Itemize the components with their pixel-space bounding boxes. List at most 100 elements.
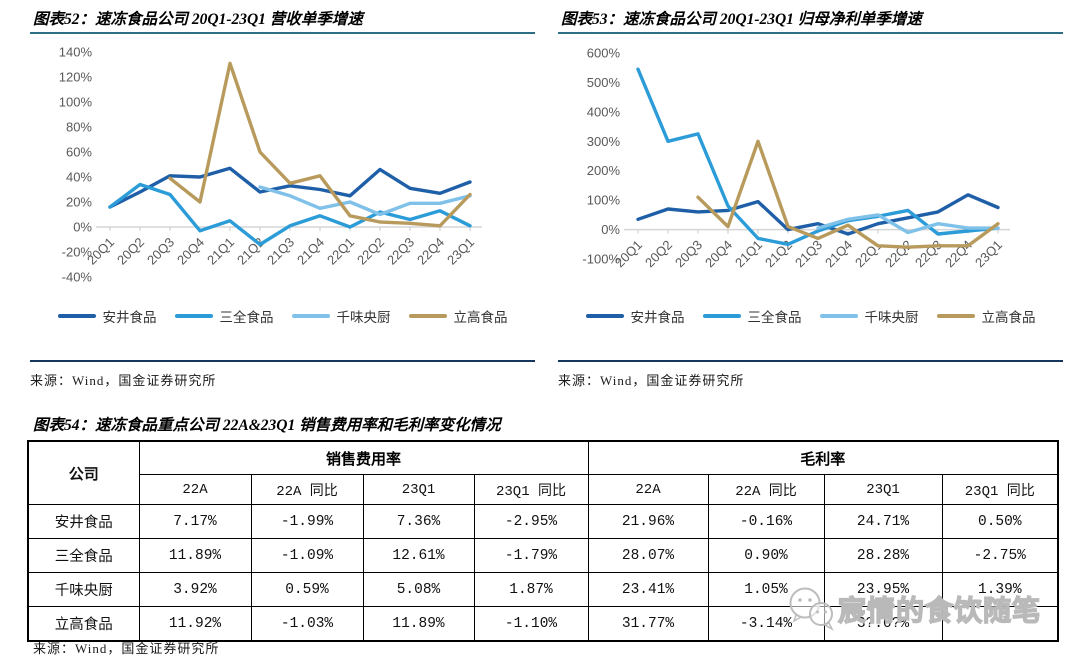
x-axis-tick-label: 21Q4 (294, 235, 327, 268)
sub-header: 23Q1 (823, 474, 943, 505)
y-axis-tick-label: 100% (587, 193, 621, 208)
x-axis-tick-label: 22Q4 (942, 237, 975, 270)
value-cell: 11.92% (138, 606, 252, 642)
sub-header: 22A (587, 474, 709, 505)
value-cell: 0.90% (707, 538, 825, 573)
y-axis-tick-label: 140% (59, 45, 93, 60)
table-row: 安井食品 7.17% -1.99% 7.36% -2.95% 21.96% -0.16% 24… (27, 504, 1059, 539)
x-axis-tick-label: 22Q1 (852, 237, 885, 270)
revenue-growth-line-chart: 140%120%100%80%60%40%20%0%-20%-40%20Q120… (59, 45, 482, 285)
legend-line-swatch (936, 314, 975, 318)
col-header-company: 公司 (27, 440, 140, 505)
chart53-legend: 安井食品 三全食品 千味央厨 立高食品 (558, 306, 1063, 326)
company-cell: 安井食品 (27, 504, 140, 539)
legend-line-swatch (174, 314, 213, 318)
x-axis-tick-label: 22Q4 (414, 235, 447, 268)
y-axis-tick-label: -20% (62, 245, 93, 260)
y-axis-tick-label: 120% (59, 70, 93, 85)
sub-header: 22A 同比 (250, 474, 364, 505)
y-axis-tick-label: 200% (587, 163, 621, 178)
figure53-title-rule (558, 32, 1063, 34)
x-axis-tick-label: 22Q1 (324, 235, 357, 268)
x-axis-tick-label: 20Q4 (702, 237, 735, 270)
x-axis-tick-label: 20Q3 (672, 237, 705, 270)
x-axis-tick-label: 21Q1 (204, 235, 237, 268)
y-axis-tick-label: 500% (587, 75, 621, 90)
legend-label: 三全食品 (219, 310, 274, 325)
series-line-安井食品 (108, 166, 472, 209)
x-axis-tick-label: 23Q1 (972, 237, 1005, 270)
x-axis-tick-label: 21Q4 (822, 237, 855, 270)
x-axis-tick-label: 21Q1 (732, 237, 765, 270)
value-cell: 23.41% (587, 572, 709, 607)
y-axis-tick-label: -100% (582, 252, 620, 267)
legend-item: 立高食品 (408, 306, 508, 326)
legend-item: 立高食品 (936, 306, 1036, 326)
legend-item: 三全食品 (174, 306, 274, 326)
figure54-table-wrap: 公司 销售费用率 毛利率 22A 22A 同比 23Q1 23Q1 同比 22A 22A 同比 2… (27, 440, 1060, 642)
figure53-title: 图表53：速冻食品公司 20Q1-23Q1 归母净利单季增速 (561, 11, 922, 28)
x-axis-tick-label: 23Q1 (444, 235, 477, 268)
table-row: 三全食品 11.89% -1.09% 12.61% -1.79% 28.07% 0.90% 2… (27, 538, 1059, 573)
sub-header: 22A 同比 (707, 474, 825, 505)
figure52-source: 来源：Wind，国金证券研究所 (30, 373, 217, 388)
value-cell: 23.95% (823, 572, 943, 607)
y-axis-tick-label: 0% (73, 220, 92, 235)
table-row: 立高食品 11.92% -1.03% 11.89% -1.10% 31.77% -3.14%… (27, 606, 1059, 642)
value-cell: 7.36% (362, 504, 475, 539)
value-cell: 3?.0?% (823, 606, 943, 642)
y-axis-tick-label: 400% (587, 104, 621, 119)
company-cell: 立高食品 (27, 606, 140, 642)
series-line-三全食品 (108, 182, 472, 247)
y-axis-tick-label: 300% (587, 134, 621, 149)
legend-label: 安井食品 (102, 310, 157, 325)
x-axis-tick-label: 20Q4 (174, 235, 207, 268)
value-cell: 3.92% (138, 572, 252, 607)
company-cell: 千味央厨 (27, 572, 140, 607)
series-line-千味央厨 (816, 213, 1000, 235)
legend-item: 安井食品 (585, 306, 685, 326)
value-cell: 7.17% (138, 504, 252, 539)
figure53-source: 来源：Wind，国金证券研究所 (558, 373, 745, 388)
series-line-安井食品 (636, 193, 1000, 236)
x-axis-tick-label: 20Q2 (642, 237, 675, 270)
value-cell: 1.87% (473, 572, 589, 607)
figure-54: 图表54：速冻食品重点公司 22A&23Q1 销售费用率和毛利率变化情况 (30, 414, 1060, 438)
x-axis-tick-label: 21Q2 (234, 235, 267, 268)
series-line-千味央厨 (258, 185, 472, 217)
y-axis-tick-label: 0% (601, 222, 620, 237)
legend-line-swatch (291, 314, 330, 318)
figure53-bottom-rule (558, 360, 1063, 362)
x-axis-tick-label: 22Q3 (912, 237, 945, 270)
value-cell: -1.03% (250, 606, 364, 642)
figure52-title: 图表52：速冻食品公司 20Q1-23Q1 营收单季增速 (33, 11, 363, 28)
legend-line-swatch (702, 314, 741, 318)
figure-53: 图表53：速冻食品公司 20Q1-23Q1 归母净利单季增速 600% 500% 4… (558, 8, 1063, 389)
legend-label: 立高食品 (981, 310, 1036, 325)
y-axis-tick-label: 80% (66, 120, 92, 135)
legend-item: 千味央厨 (819, 306, 919, 326)
net-profit-growth-line-chart: 600%500%400%300%200%100%0%-100%20Q120Q22… (582, 46, 1010, 270)
value-cell: -0.16% (707, 504, 825, 539)
value-cell: 1.05% (707, 572, 825, 607)
sub-header: 22A (138, 474, 252, 505)
chart52-legend: 安井食品 三全食品 千味央厨 立高食品 (30, 306, 535, 326)
value-cell: 11.89% (362, 606, 475, 642)
y-axis-tick-label: 100% (59, 95, 93, 110)
legend-item: 三全食品 (702, 306, 802, 326)
value-cell: 12.61% (362, 538, 475, 573)
sub-header: 23Q1 同比 (941, 474, 1059, 505)
y-axis-tick-label: -40% (62, 270, 93, 285)
value-cell: -1.79% (473, 538, 589, 573)
legend-label: 千味央厨 (336, 310, 391, 325)
x-axis-tick-label: 20Q3 (144, 235, 177, 268)
legend-line-swatch (408, 314, 447, 318)
legend-label: 千味央厨 (864, 310, 919, 325)
value-cell: -2.95% (473, 504, 589, 539)
x-axis-tick-label: 22Q2 (354, 235, 387, 268)
figure54-source: 来源：Wind，国金证券研究所 (33, 641, 220, 656)
x-axis-tick-label: 20Q2 (114, 235, 147, 268)
table-row: 千味央厨 3.92% 0.59% 5.08% 1.87% 23.41% 1.05% 23.95… (27, 572, 1059, 607)
value-cell: 5.08% (362, 572, 475, 607)
value-cell: 1.39% (941, 572, 1059, 607)
